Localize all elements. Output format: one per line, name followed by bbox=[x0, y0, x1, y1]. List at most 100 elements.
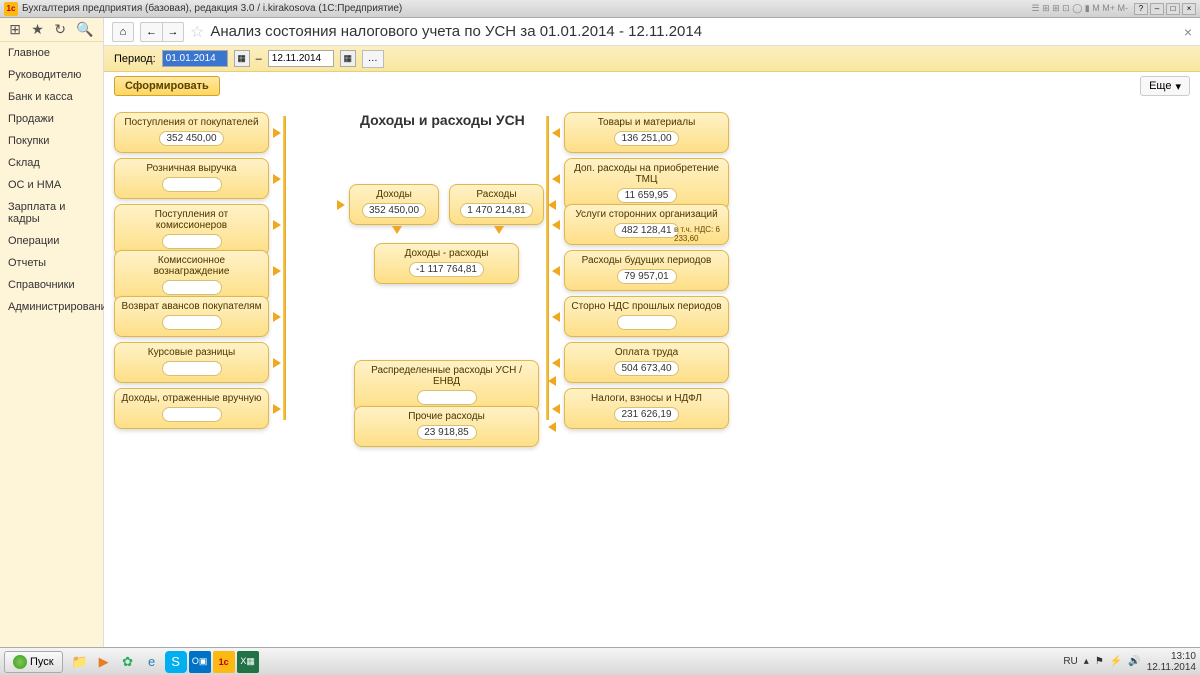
close-button[interactable]: × bbox=[1182, 3, 1196, 15]
connector bbox=[552, 128, 560, 138]
period-label: Период: bbox=[114, 53, 156, 65]
sidebar-item-10[interactable]: Справочники bbox=[0, 274, 103, 296]
diagram-node[interactable]: Поступления от покупателей352 450,00 bbox=[114, 112, 269, 153]
chat-icon[interactable]: ✿ bbox=[117, 651, 139, 673]
tray-lang[interactable]: RU bbox=[1063, 656, 1077, 667]
action-bar: Сформировать Еще▾ bbox=[104, 72, 1200, 100]
connector bbox=[552, 220, 560, 230]
diagram-node[interactable]: Курсовые разницы bbox=[114, 342, 269, 383]
sidebar-item-2[interactable]: Банк и касса bbox=[0, 86, 103, 108]
skype-icon[interactable]: S bbox=[165, 651, 187, 673]
diagram-node[interactable]: Услуги сторонних организаций482 128,41в … bbox=[564, 204, 729, 245]
connector bbox=[273, 220, 281, 230]
connector bbox=[548, 422, 556, 432]
node-label: Поступления от комиссионеров bbox=[121, 209, 262, 231]
node-label: Возврат авансов покупателям bbox=[121, 301, 262, 312]
node-value bbox=[162, 280, 222, 295]
close-tab-button[interactable]: × bbox=[1184, 24, 1192, 40]
sidebar-item-11[interactable]: Администрирование bbox=[0, 296, 103, 318]
node-value: -1 117 764,81 bbox=[409, 262, 484, 277]
connector bbox=[552, 174, 560, 184]
start-button[interactable]: Пуск bbox=[4, 651, 63, 673]
node-value bbox=[162, 315, 222, 330]
sidebar-item-9[interactable]: Отчеты bbox=[0, 252, 103, 274]
period-dialog-button[interactable]: … bbox=[362, 50, 384, 68]
date-from-input[interactable] bbox=[162, 50, 228, 67]
diagram-node[interactable]: Распределенные расходы УСН / ЕНВД bbox=[354, 360, 539, 412]
diagram-node[interactable]: Оплата труда504 673,40 bbox=[564, 342, 729, 383]
sidebar-item-8[interactable]: Операции bbox=[0, 230, 103, 252]
excel-icon[interactable]: X▦ bbox=[237, 651, 259, 673]
maximize-button[interactable]: □ bbox=[1166, 3, 1180, 15]
node-value bbox=[162, 177, 222, 192]
node-value bbox=[617, 315, 677, 330]
sidebar-item-6[interactable]: ОС и НМА bbox=[0, 174, 103, 196]
page-title: Анализ состояния налогового учета по УСН… bbox=[210, 23, 702, 40]
star-icon[interactable]: ☆ bbox=[190, 22, 204, 42]
history-icon[interactable]: ↻ bbox=[54, 21, 66, 38]
tray-arrow-icon[interactable]: ▴ bbox=[1084, 656, 1089, 667]
explorer-icon[interactable]: 📁 bbox=[69, 651, 91, 673]
node-label: Сторно НДС прошлых периодов bbox=[571, 301, 722, 312]
diagram-node[interactable]: Возврат авансов покупателям bbox=[114, 296, 269, 337]
calendar-to-button[interactable]: ▦ bbox=[340, 50, 356, 67]
node-label: Курсовые разницы bbox=[121, 347, 262, 358]
date-to-input[interactable] bbox=[268, 50, 334, 67]
node-label: Розничная выручка bbox=[121, 163, 262, 174]
node-value: 79 957,01 bbox=[617, 269, 677, 284]
generate-button[interactable]: Сформировать bbox=[114, 76, 220, 96]
node-value: 504 673,40 bbox=[614, 361, 678, 376]
diagram-node[interactable]: Прочие расходы23 918,85 bbox=[354, 406, 539, 447]
taskbar: Пуск 📁 ▶ ✿ e S O▣ 1c X▦ RU ▴ ⚑ ⚡ 🔊 13:10… bbox=[0, 647, 1200, 675]
diagram-node[interactable]: Товары и материалы136 251,00 bbox=[564, 112, 729, 153]
sidebar-item-0[interactable]: Главное bbox=[0, 42, 103, 64]
tray-clock[interactable]: 13:1012.11.2014 bbox=[1147, 651, 1196, 673]
node-label: Налоги, взносы и НДФЛ bbox=[571, 393, 722, 404]
diagram-node[interactable]: Комиссионное вознаграждение bbox=[114, 250, 269, 302]
node-label: Доп. расходы на приобретение ТМЦ bbox=[571, 163, 722, 185]
search-icon[interactable]: 🔍 bbox=[76, 21, 93, 38]
diagram-node[interactable]: Доходы352 450,00 bbox=[349, 184, 439, 225]
home-button[interactable]: ⌂ bbox=[112, 22, 134, 42]
connector bbox=[548, 376, 556, 386]
diagram-node[interactable]: Розничная выручка bbox=[114, 158, 269, 199]
calendar-from-button[interactable]: ▦ bbox=[234, 50, 250, 67]
1c-icon[interactable]: 1c bbox=[213, 651, 235, 673]
diagram-node[interactable]: Расходы1 470 214,81 bbox=[449, 184, 544, 225]
favorite-icon[interactable]: ★ bbox=[31, 21, 44, 38]
more-button[interactable]: Еще▾ bbox=[1140, 76, 1190, 96]
diagram-node[interactable]: Расходы будущих периодов79 957,01 bbox=[564, 250, 729, 291]
sidebar-item-3[interactable]: Продажи bbox=[0, 108, 103, 130]
diagram-node[interactable]: Поступления от комиссионеров bbox=[114, 204, 269, 256]
tray-volume-icon[interactable]: 🔊 bbox=[1128, 656, 1140, 667]
help-button[interactable]: ? bbox=[1134, 3, 1148, 15]
node-value: 136 251,00 bbox=[614, 131, 678, 146]
connector bbox=[392, 226, 402, 234]
sidebar-item-5[interactable]: Склад bbox=[0, 152, 103, 174]
node-label: Доходы bbox=[356, 189, 432, 200]
ie-icon[interactable]: e bbox=[141, 651, 163, 673]
diagram-node[interactable]: Доходы, отраженные вручную bbox=[114, 388, 269, 429]
apps-icon[interactable]: ⊞ bbox=[9, 21, 21, 38]
forward-button[interactable]: → bbox=[162, 22, 184, 42]
tray-flag-icon[interactable]: ⚑ bbox=[1095, 656, 1104, 667]
diagram-node[interactable]: Налоги, взносы и НДФЛ231 626,19 bbox=[564, 388, 729, 429]
node-label: Прочие расходы bbox=[361, 411, 532, 422]
media-icon[interactable]: ▶ bbox=[93, 651, 115, 673]
sidebar-item-4[interactable]: Покупки bbox=[0, 130, 103, 152]
node-label: Распределенные расходы УСН / ЕНВД bbox=[361, 365, 532, 387]
outlook-icon[interactable]: O▣ bbox=[189, 651, 211, 673]
topbar: ⌂ ← → ☆ Анализ состояния налогового учет… bbox=[104, 18, 1200, 46]
minimize-button[interactable]: – bbox=[1150, 3, 1164, 15]
tray-power-icon[interactable]: ⚡ bbox=[1110, 656, 1122, 667]
sidebar-item-7[interactable]: Зарплата и кадры bbox=[0, 196, 103, 230]
diagram-node[interactable]: Доходы - расходы-1 117 764,81 bbox=[374, 243, 519, 284]
sidebar-item-1[interactable]: Руководителю bbox=[0, 64, 103, 86]
connector bbox=[548, 200, 556, 210]
node-label: Доходы, отраженные вручную bbox=[121, 393, 262, 404]
back-button[interactable]: ← bbox=[140, 22, 162, 42]
connector bbox=[273, 128, 281, 138]
diagram-node[interactable]: Доп. расходы на приобретение ТМЦ11 659,9… bbox=[564, 158, 729, 210]
connector bbox=[552, 358, 560, 368]
diagram-node[interactable]: Сторно НДС прошлых периодов bbox=[564, 296, 729, 337]
